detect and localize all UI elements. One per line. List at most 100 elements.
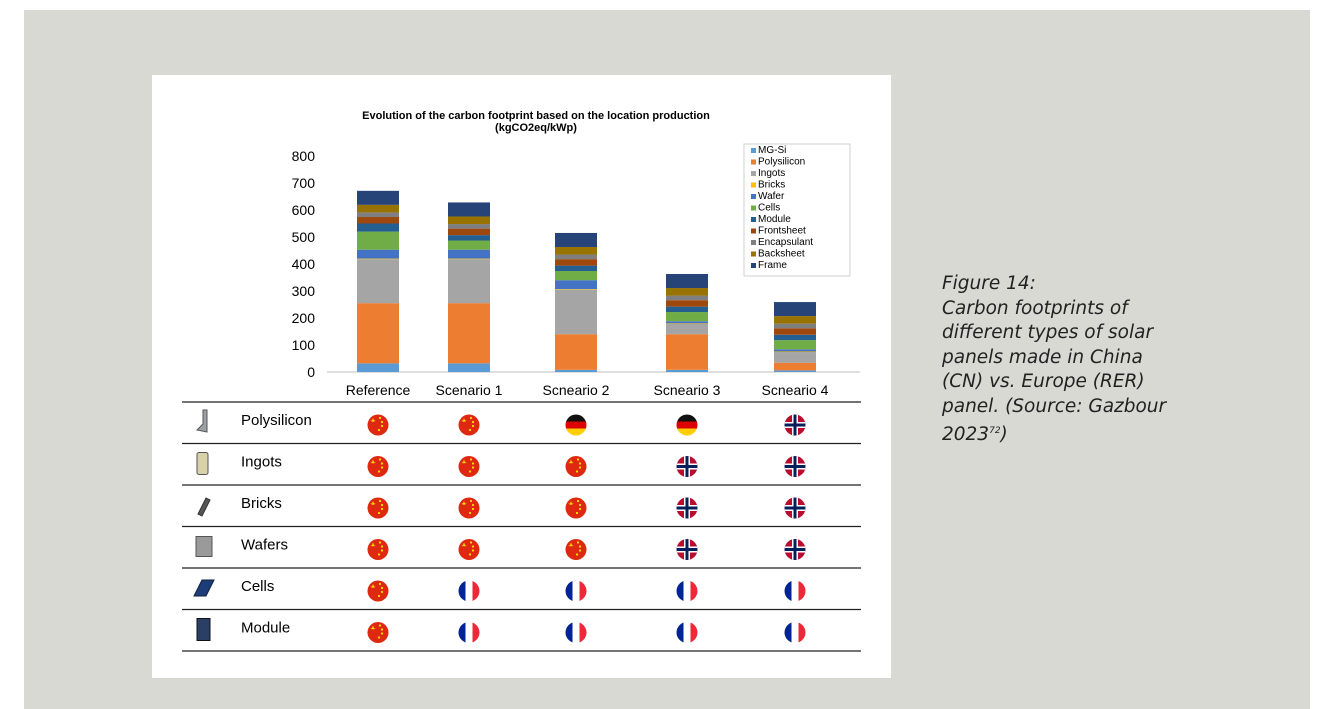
flag-star	[378, 458, 382, 461]
flag-star	[471, 549, 475, 552]
flag-band	[472, 622, 480, 643]
flag-star	[578, 462, 582, 465]
bar-segment	[357, 231, 399, 250]
figure-caption: Figure 14: Carbon footprints of differen…	[942, 272, 1242, 448]
legend-swatch	[751, 217, 756, 222]
flag-star	[578, 545, 582, 548]
flag-cross	[685, 497, 689, 519]
flag-star	[575, 511, 579, 515]
legend-swatch	[751, 263, 756, 268]
flag-star	[578, 466, 582, 469]
flag-band	[676, 414, 698, 422]
legend-label: Frontsheet	[758, 226, 806, 237]
flag-star	[377, 636, 381, 639]
location-table: Polysilicon Ingots Bricks Wafers Cells Module	[182, 401, 861, 652]
flag-band	[791, 622, 799, 643]
china-flag-icon	[458, 497, 480, 519]
france-flag-icon	[784, 622, 806, 643]
legend-swatch	[751, 240, 756, 245]
flag-star	[377, 553, 381, 556]
flag-star	[468, 428, 472, 432]
table-row: Ingots	[182, 442, 861, 477]
legend-label: Wafer	[758, 191, 785, 202]
china-flag-icon	[367, 414, 389, 436]
legend-swatch	[751, 148, 756, 153]
bar-segment	[357, 223, 399, 232]
norway-flag-icon	[784, 497, 806, 519]
flag-star	[380, 545, 384, 548]
china-flag-icon	[458, 456, 480, 477]
chart-subtitle: (kgCO2eq/kWp)	[495, 122, 577, 134]
flag-band	[572, 622, 580, 643]
bar-segment	[555, 259, 597, 266]
row-label: Wafers	[241, 537, 288, 554]
china-flag-icon	[565, 497, 587, 519]
legend-label: Bricks	[758, 180, 785, 191]
flag-band	[465, 580, 473, 602]
y-tick-label: 600	[292, 202, 316, 218]
caption-line: Carbon footprints of	[942, 297, 1128, 319]
bar-segment	[666, 334, 708, 370]
flag-star	[370, 542, 376, 547]
legend-swatch	[751, 194, 756, 199]
germany-flag-icon	[676, 414, 698, 436]
flag-star	[378, 416, 382, 420]
flag-star	[380, 503, 384, 507]
bar-segment	[774, 323, 816, 329]
france-flag-icon	[784, 580, 806, 602]
bar-segment	[448, 228, 490, 236]
flag-star	[471, 503, 475, 507]
china-flag-icon	[367, 456, 389, 477]
flag-star	[370, 625, 376, 630]
flag-star	[471, 462, 475, 465]
flag-star	[377, 511, 381, 515]
flag-star	[380, 507, 384, 511]
flag-star	[471, 545, 475, 548]
flag-star	[380, 462, 384, 465]
china-flag-icon	[458, 414, 480, 436]
flag-cross	[793, 414, 797, 436]
legend: MG-SiPolysiliconIngotsBricksWaferCellsMo…	[751, 145, 813, 271]
bar-segment	[666, 323, 708, 324]
flag-star	[469, 541, 473, 544]
x-tick-label: Scneario 3	[654, 382, 721, 398]
china-flag-icon	[367, 580, 389, 602]
bar-segment	[448, 258, 490, 260]
flag-star	[380, 420, 384, 424]
china-flag-icon	[565, 456, 587, 477]
x-tick-label: Reference	[346, 382, 411, 398]
bar-segment	[555, 289, 597, 290]
flag-star	[568, 459, 574, 464]
france-flag-icon	[676, 580, 698, 602]
bar-segment	[666, 306, 708, 313]
flag-star	[377, 470, 381, 473]
flag-band	[676, 421, 698, 429]
table-row: Cells	[182, 567, 861, 602]
flag-band	[572, 580, 580, 602]
legend-label: Frame	[758, 260, 787, 271]
bar-segment	[448, 224, 490, 229]
bar-segment	[666, 312, 708, 322]
flag-star	[575, 470, 579, 473]
flag-cross	[793, 497, 797, 519]
china-flag-icon	[565, 539, 587, 560]
bar-segment	[666, 288, 708, 296]
flag-star	[576, 458, 580, 461]
bar-segment	[448, 235, 490, 241]
flag-cross	[685, 456, 689, 477]
legend-label: Backsheet	[758, 249, 805, 260]
y-tick-label: 300	[292, 283, 316, 299]
caption-year: 2023	[942, 424, 990, 446]
y-tick-label: 0	[307, 364, 315, 380]
bar-segment	[774, 302, 816, 317]
germany-flag-icon	[565, 414, 587, 436]
y-tick-label: 700	[292, 175, 316, 191]
france-flag-icon	[458, 580, 480, 602]
x-axis: Reference Scenario 1 Scneario 2 Scneario 3 S…	[346, 382, 829, 398]
flag-star	[578, 507, 582, 511]
bar-segment	[555, 232, 597, 247]
row-label: Polysilicon	[241, 412, 312, 429]
stacked-bar-chart: Evolution of the carbon footprint based …	[182, 110, 861, 652]
china-flag-icon	[367, 539, 389, 560]
y-tick-label: 800	[292, 148, 316, 164]
